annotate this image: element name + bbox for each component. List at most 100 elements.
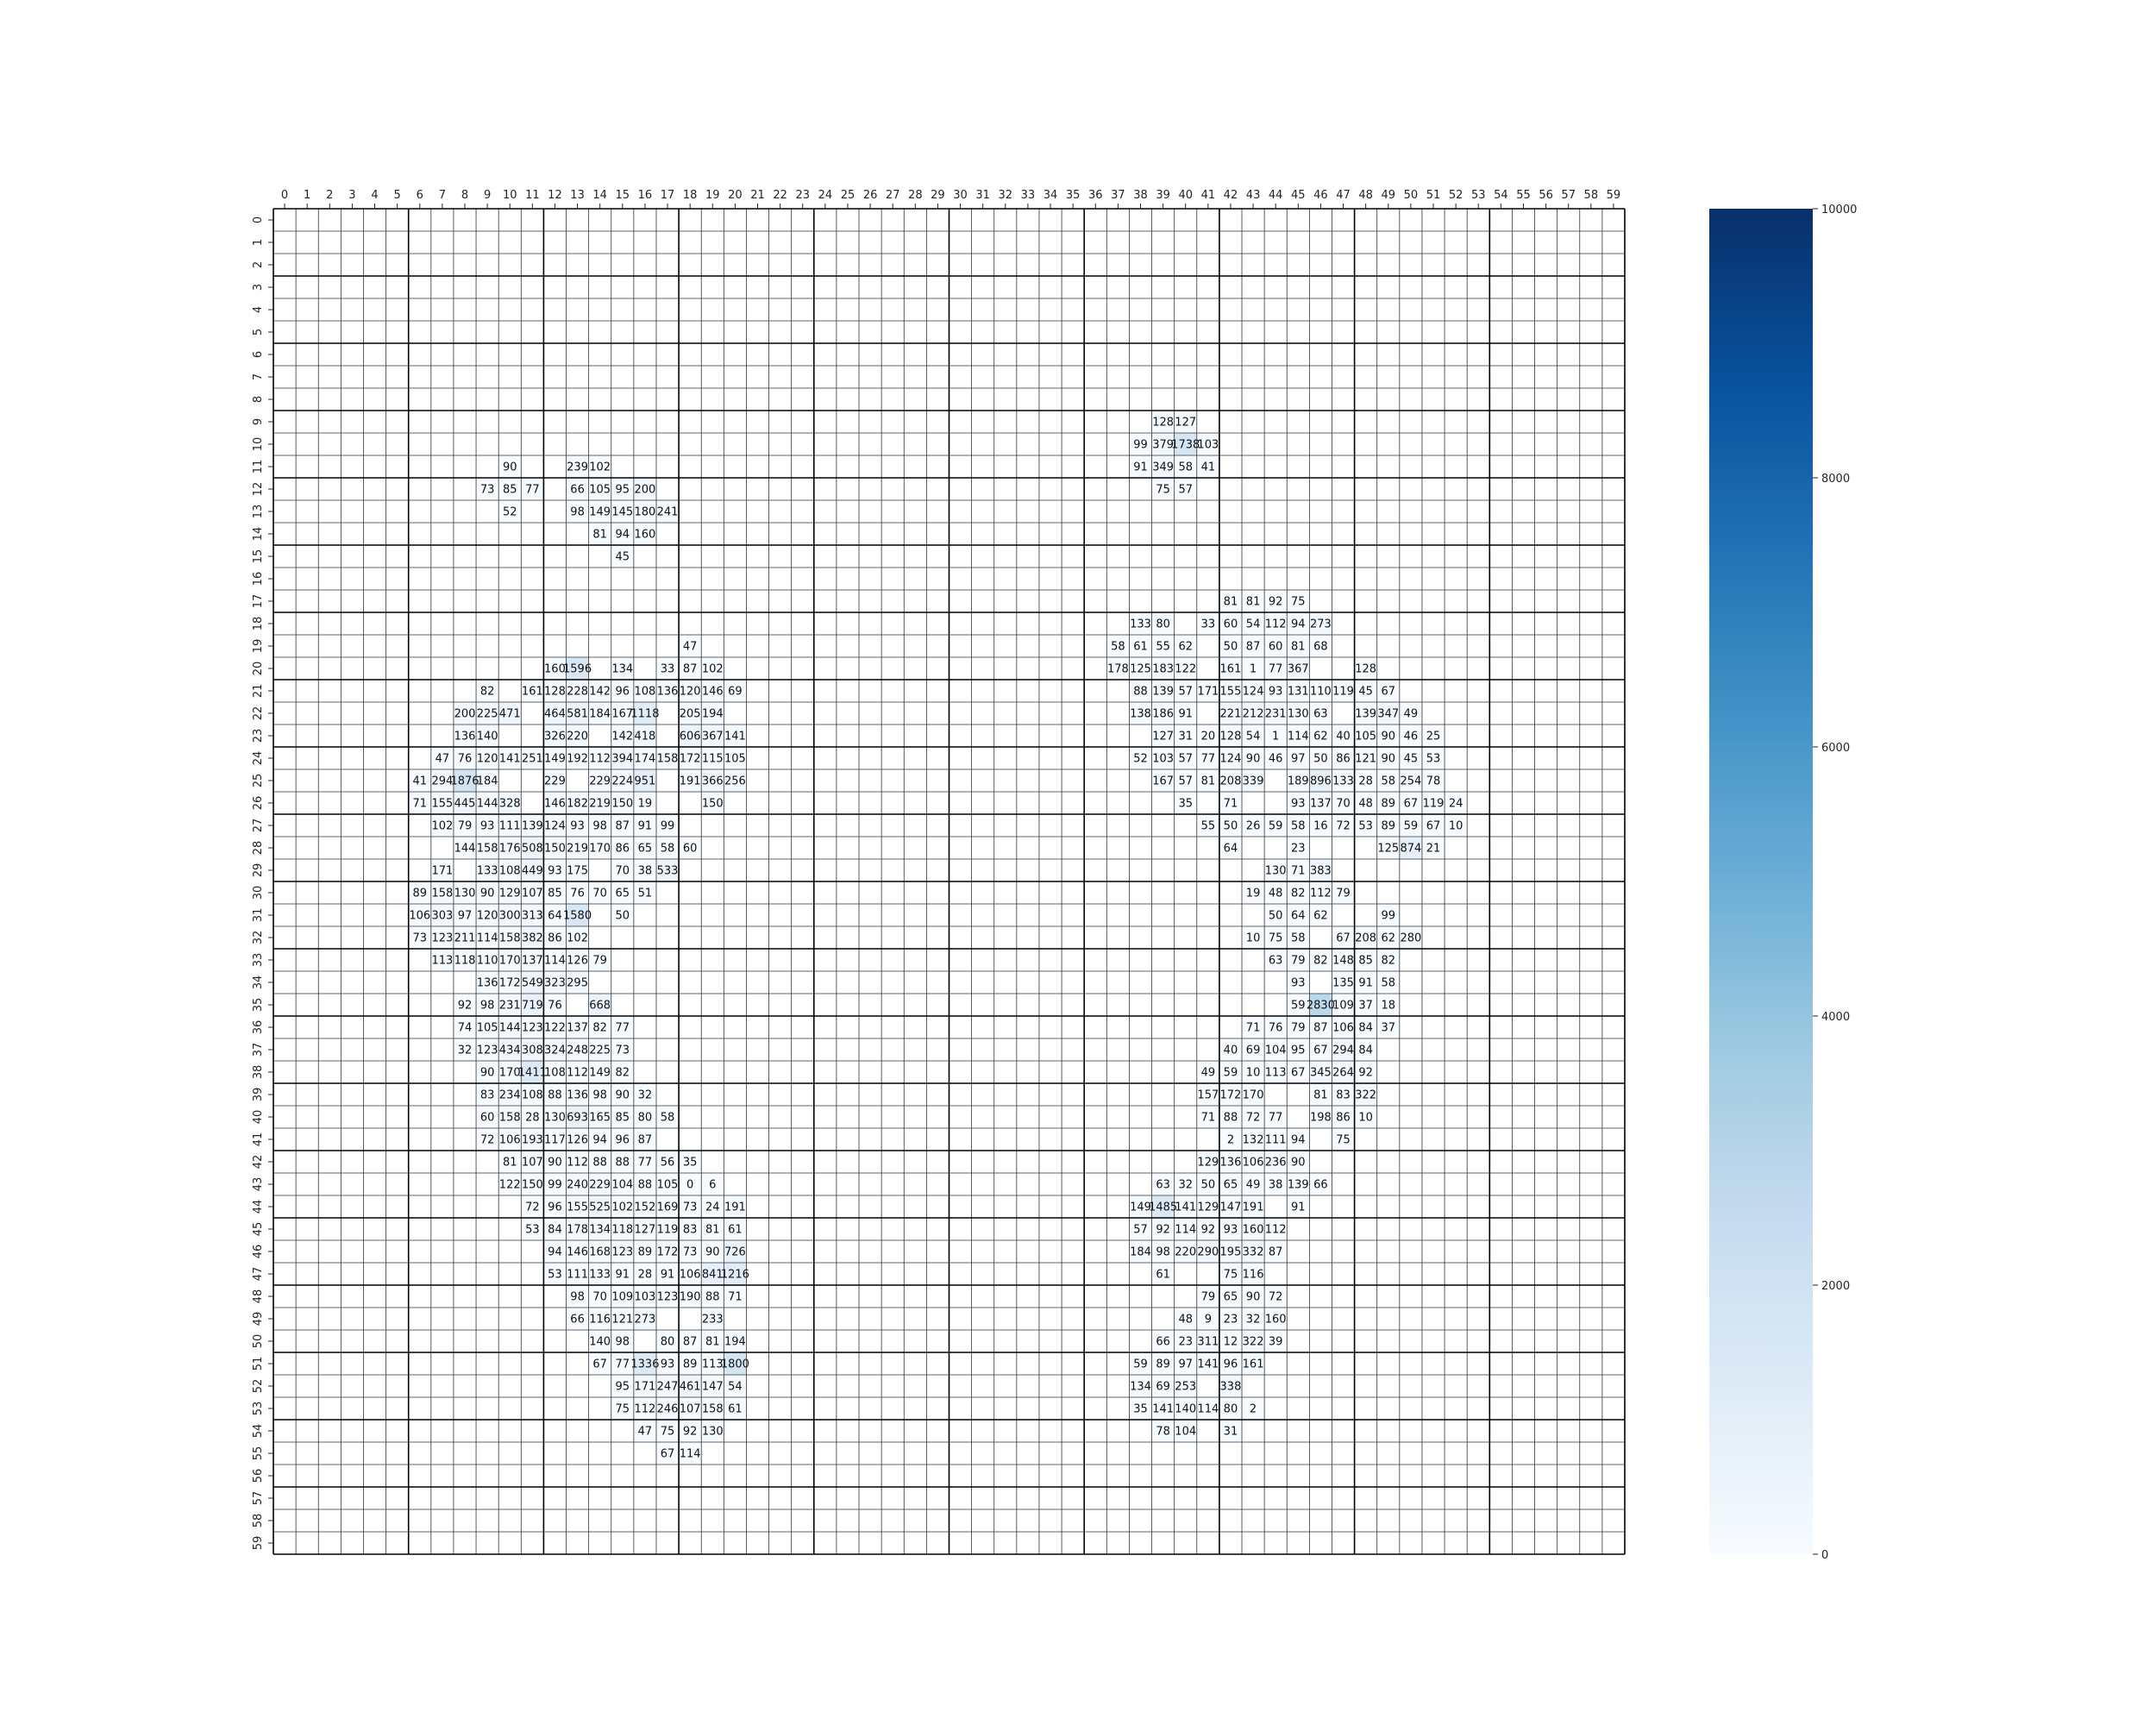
y-tick-label: 3 (252, 284, 265, 291)
heatmap-cell (1219, 1420, 1243, 1442)
heatmap-cell (1151, 635, 1175, 657)
cell-value-label: 83 (480, 1089, 495, 1102)
heatmap-cell (1174, 1240, 1197, 1263)
heatmap-cell (1196, 1308, 1219, 1330)
y-tick-label: 47 (252, 1267, 265, 1282)
heatmap-cell (1332, 747, 1355, 769)
cell-value-label: 113 (431, 955, 453, 968)
heatmap-cell (1219, 1151, 1243, 1173)
heatmap-cell (724, 747, 747, 769)
cell-value-label: 79 (458, 820, 473, 833)
cell-value-label: 220 (567, 731, 588, 743)
heatmap-cell (1354, 680, 1377, 702)
cell-value-label: 118 (454, 955, 476, 968)
cell-value-label: 16 (1313, 820, 1328, 833)
cell-value-label: 434 (499, 1044, 521, 1057)
cell-value-label: 119 (1332, 686, 1354, 699)
cell-value-label: 264 (1332, 1067, 1354, 1080)
cell-value-label: 184 (589, 708, 611, 721)
heatmap-cell (633, 523, 656, 545)
cell-value-label: 231 (499, 1000, 521, 1013)
x-tick-label: 24 (818, 189, 833, 202)
heatmap-cell (1196, 1285, 1219, 1308)
heatmap-cell (1309, 612, 1332, 635)
cell-value-label: 1580 (563, 910, 592, 923)
heatmap-cell (543, 792, 567, 814)
heatmap-cell (1151, 1352, 1175, 1375)
heatmap-cell (1219, 612, 1243, 635)
heatmap-cell (1264, 1038, 1288, 1061)
heatmap-cell (1264, 814, 1288, 837)
y-tick-label: 13 (252, 505, 265, 519)
heatmap-cell (588, 1061, 611, 1083)
cell-value-label: 280 (1400, 932, 1421, 945)
heatmap-cell (543, 814, 567, 837)
cell-value-label: 90 (1246, 753, 1261, 766)
cell-value-label: 160 (1243, 1224, 1264, 1237)
cell-value-label: 31 (1224, 1426, 1238, 1439)
cell-value-label: 1336 (630, 1358, 659, 1371)
heatmap-cell (476, 904, 499, 926)
heatmap-cell (521, 680, 544, 702)
cell-value-label: 39 (1269, 1336, 1283, 1349)
cell-value-label: 191 (680, 775, 701, 788)
cell-value-label: 97 (458, 910, 473, 923)
cell-value-label: 61 (1156, 1269, 1170, 1282)
cell-value-label: 80 (1224, 1403, 1238, 1416)
cell-value-label: 239 (567, 461, 588, 474)
x-tick-label: 18 (683, 189, 698, 202)
heatmap-cell (1264, 949, 1288, 971)
heatmap-cell (1309, 1061, 1332, 1083)
x-tick-label: 52 (1449, 189, 1463, 202)
heatmap-cell (1264, 1240, 1288, 1263)
y-tick-label: 4 (252, 306, 265, 313)
cell-value-label: 86 (1336, 753, 1351, 766)
heatmap-cell (1287, 1195, 1310, 1218)
cell-value-label: 96 (616, 686, 630, 699)
heatmap-cell (566, 1173, 589, 1195)
cell-value-label: 146 (567, 1246, 588, 1259)
heatmap-cell (1174, 1218, 1197, 1240)
cell-value-label: 93 (570, 820, 585, 833)
cell-value-label: 65 (638, 843, 653, 856)
cell-value-label: 96 (616, 1134, 630, 1147)
heatmap-cell (543, 859, 567, 881)
heatmap-cell (588, 814, 611, 837)
heatmap-cell (1196, 680, 1219, 702)
cell-value-label: 106 (409, 910, 430, 923)
heatmap-cell (1287, 1061, 1310, 1083)
heatmap-cell (1219, 680, 1243, 702)
x-tick-label: 33 (1021, 189, 1036, 202)
heatmap-cell (1129, 1195, 1152, 1218)
cell-value-label: 171 (431, 865, 453, 878)
y-tick-label: 15 (252, 549, 265, 564)
heatmap-cell (543, 1061, 567, 1083)
cell-value-label: 192 (567, 753, 588, 766)
y-tick-label: 33 (252, 953, 265, 968)
heatmap-cell (1264, 926, 1288, 949)
cell-value-label: 98 (480, 1000, 495, 1013)
heatmap-cell (611, 792, 634, 814)
cell-value-label: 106 (499, 1134, 521, 1147)
heatmap-cell (1264, 635, 1288, 657)
cell-value-label: 324 (544, 1044, 566, 1057)
cell-value-label: 78 (1426, 775, 1441, 788)
cell-value-label: 146 (544, 798, 566, 811)
heatmap-cell (566, 680, 589, 702)
x-tick-label: 57 (1561, 189, 1576, 202)
y-tick-label: 41 (252, 1132, 265, 1147)
cell-value-label: 128 (1152, 417, 1174, 430)
y-tick-label: 35 (252, 998, 265, 1013)
x-tick-label: 8 (461, 189, 468, 202)
heatmap-cell (1151, 612, 1175, 635)
heatmap-cell (453, 881, 477, 904)
heatmap-cell (588, 994, 611, 1016)
cell-value-label: 112 (567, 1157, 588, 1170)
cell-value-label: 19 (638, 798, 653, 811)
heatmap-cell (1174, 1330, 1197, 1352)
cell-value-label: 90 (1382, 731, 1396, 743)
cell-value-label: 169 (657, 1201, 679, 1214)
cell-value-label: 91 (1291, 1201, 1306, 1214)
y-tick-label: 45 (252, 1222, 265, 1237)
heatmap-cell (543, 1083, 567, 1106)
